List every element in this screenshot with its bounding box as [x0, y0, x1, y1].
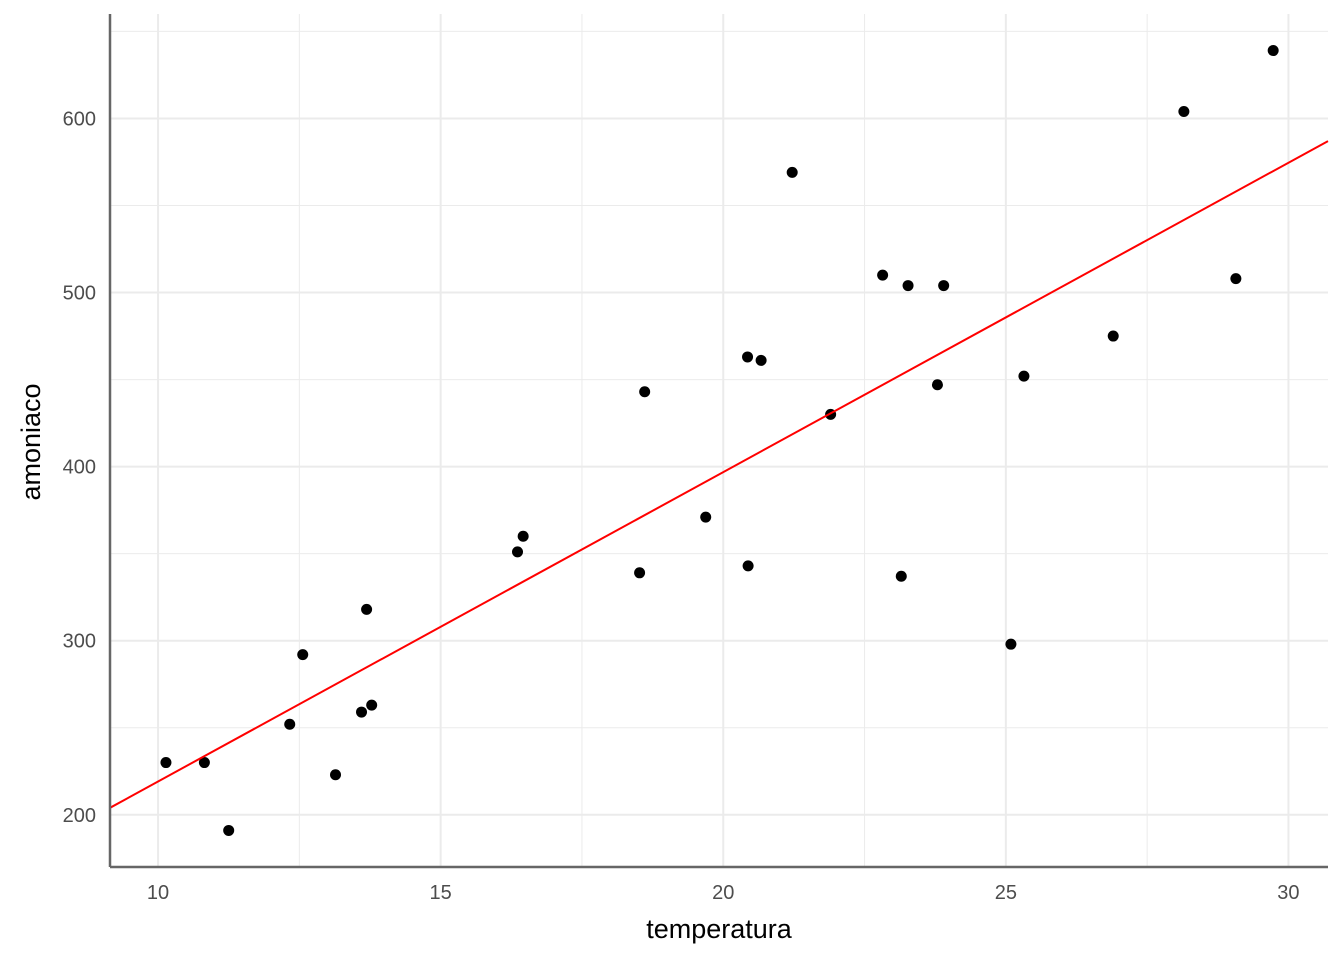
- data-point: [742, 560, 754, 572]
- regression-line: [109, 140, 1329, 809]
- y-tick-label: 300: [63, 631, 96, 653]
- y-axis-title: amoniaco: [16, 383, 46, 500]
- y-tick-label: 500: [63, 283, 96, 305]
- data-point: [284, 718, 296, 730]
- data-point: [160, 757, 172, 769]
- x-tick-label: 25: [995, 882, 1017, 904]
- y-tick-labels: 200 300 400 500 600: [63, 108, 96, 826]
- x-tick-label: 15: [430, 882, 452, 904]
- data-point: [1267, 45, 1279, 57]
- x-tick-label: 20: [712, 882, 734, 904]
- data-point: [786, 166, 798, 178]
- data-point: [700, 511, 712, 523]
- x-tick-label: 30: [1277, 882, 1299, 904]
- data-points: [160, 45, 1279, 836]
- data-point: [512, 546, 524, 558]
- minor-grid: [110, 14, 1328, 867]
- data-point: [639, 386, 651, 398]
- y-tick-label: 400: [63, 457, 96, 479]
- y-tick-label: 200: [63, 805, 96, 827]
- data-point: [356, 706, 368, 718]
- x-tick-labels: 10 15 20 25 30: [147, 882, 1300, 904]
- data-point: [223, 824, 235, 836]
- data-point: [931, 379, 943, 391]
- data-point: [330, 769, 342, 781]
- data-point: [198, 757, 210, 769]
- data-point: [366, 699, 378, 711]
- data-point: [742, 351, 754, 363]
- data-point: [902, 280, 914, 292]
- data-point: [361, 603, 373, 615]
- data-point: [1230, 273, 1242, 285]
- data-point: [895, 570, 907, 582]
- data-point: [877, 269, 889, 281]
- data-point: [517, 530, 529, 542]
- axes: [108, 14, 1328, 869]
- data-point: [297, 649, 309, 661]
- data-point: [938, 280, 950, 292]
- regression-line-group: [109, 140, 1329, 809]
- y-tick-label: 600: [63, 108, 96, 130]
- data-point: [634, 567, 646, 579]
- x-axis-title: temperatura: [646, 914, 793, 944]
- data-point: [1107, 330, 1119, 342]
- x-tick-label: 10: [147, 882, 169, 904]
- data-point: [755, 354, 767, 366]
- data-point: [1005, 638, 1017, 650]
- data-point: [1178, 105, 1190, 117]
- data-point: [1018, 370, 1030, 382]
- major-grid: [110, 14, 1328, 867]
